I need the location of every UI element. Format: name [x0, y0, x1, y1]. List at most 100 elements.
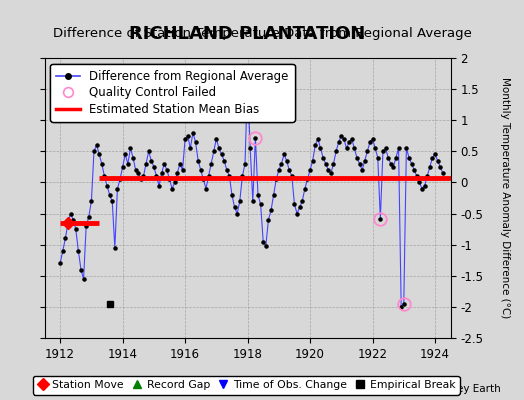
Point: [82, 223, 90, 229]
Point: [275, 167, 283, 173]
Point: [132, 167, 140, 173]
Point: [204, 173, 213, 180]
Point: [238, 173, 247, 180]
Point: [160, 160, 169, 167]
Point: [412, 173, 421, 180]
Point: [420, 182, 429, 189]
Point: [314, 136, 322, 142]
Point: [233, 210, 242, 217]
Point: [251, 134, 259, 141]
Point: [285, 167, 293, 173]
Point: [207, 160, 215, 167]
Point: [334, 139, 343, 145]
Point: [436, 164, 444, 170]
Point: [368, 136, 377, 142]
Point: [74, 248, 83, 254]
Point: [303, 176, 312, 182]
Point: [358, 167, 366, 173]
Point: [97, 160, 106, 167]
Point: [309, 158, 317, 164]
Point: [105, 192, 114, 198]
Point: [269, 192, 278, 198]
Point: [332, 148, 340, 154]
Point: [134, 170, 143, 176]
Point: [142, 160, 150, 167]
Point: [152, 173, 161, 180]
Point: [387, 160, 395, 167]
Point: [84, 214, 93, 220]
Point: [165, 176, 173, 182]
Point: [103, 182, 111, 189]
Point: [316, 145, 325, 152]
Point: [118, 164, 127, 170]
Point: [72, 226, 80, 232]
Point: [280, 151, 288, 158]
Point: [215, 145, 223, 152]
Point: [301, 186, 309, 192]
Point: [202, 186, 210, 192]
Point: [363, 148, 372, 154]
Point: [90, 148, 98, 154]
Point: [189, 130, 197, 136]
Point: [67, 210, 75, 217]
Point: [389, 164, 398, 170]
Point: [261, 243, 270, 249]
Text: Difference of Station Temperature Data from Regional Average: Difference of Station Temperature Data f…: [52, 28, 472, 40]
Point: [306, 167, 314, 173]
Point: [326, 170, 335, 176]
Point: [183, 132, 192, 139]
Point: [59, 248, 67, 254]
Point: [342, 145, 351, 152]
Point: [243, 76, 252, 83]
Point: [433, 158, 442, 164]
Point: [374, 154, 382, 161]
Point: [259, 238, 267, 245]
Point: [139, 173, 148, 180]
Point: [402, 145, 411, 152]
Point: [264, 216, 272, 223]
Point: [428, 154, 436, 161]
Point: [425, 164, 434, 170]
Point: [92, 142, 101, 148]
Point: [150, 164, 158, 170]
Point: [311, 142, 320, 148]
Point: [236, 198, 244, 204]
Point: [379, 148, 387, 154]
Point: [254, 192, 262, 198]
Point: [116, 176, 124, 182]
Point: [56, 260, 64, 266]
Point: [121, 151, 129, 158]
Point: [80, 276, 88, 282]
Point: [199, 176, 208, 182]
Point: [87, 198, 95, 204]
Point: [191, 139, 200, 145]
Text: Berkeley Earth: Berkeley Earth: [424, 384, 500, 394]
Point: [196, 167, 205, 173]
Point: [288, 173, 296, 180]
Point: [392, 154, 400, 161]
Point: [290, 201, 299, 208]
Point: [397, 304, 406, 310]
Point: [439, 170, 447, 176]
Point: [319, 154, 328, 161]
Point: [212, 136, 221, 142]
Point: [248, 198, 257, 204]
Point: [194, 158, 202, 164]
Point: [147, 158, 156, 164]
Point: [423, 173, 431, 180]
Point: [163, 167, 171, 173]
Point: [124, 160, 132, 167]
Point: [282, 158, 291, 164]
Point: [158, 170, 166, 176]
Point: [61, 235, 70, 242]
Point: [395, 145, 403, 152]
Point: [178, 167, 187, 173]
Point: [353, 154, 361, 161]
Y-axis label: Monthly Temperature Anomaly Difference (°C): Monthly Temperature Anomaly Difference (…: [500, 77, 510, 319]
Point: [277, 160, 286, 167]
Point: [186, 145, 194, 152]
Point: [100, 173, 108, 180]
Point: [69, 216, 78, 223]
Point: [231, 204, 239, 210]
Point: [217, 151, 226, 158]
